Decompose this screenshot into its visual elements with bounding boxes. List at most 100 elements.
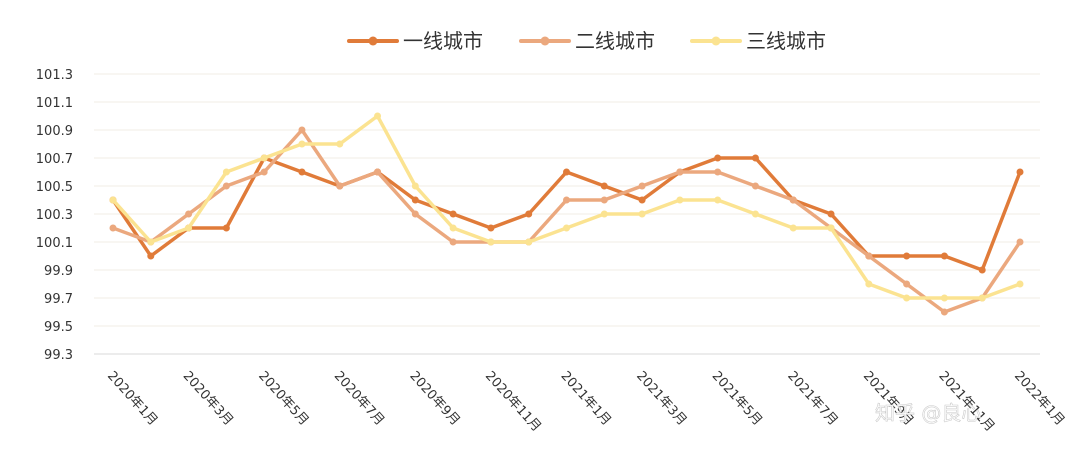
x-tick-label: 2020年3月: [180, 369, 236, 429]
data-point: [298, 140, 306, 148]
data-point: [1016, 168, 1024, 176]
x-tick-label: 2020年5月: [255, 369, 311, 429]
data-point: [1016, 238, 1024, 246]
data-point: [222, 224, 230, 232]
legend-label: 一线城市: [403, 29, 483, 53]
y-tick-label: 99.9: [44, 264, 73, 279]
data-point: [525, 238, 533, 246]
data-point: [298, 126, 306, 134]
series-line: [111, 114, 1022, 300]
x-tick-label: 2020年1月: [104, 369, 160, 429]
data-point: [374, 168, 382, 176]
data-point: [940, 252, 948, 260]
data-point: [109, 224, 117, 232]
series-lines: [109, 112, 1024, 316]
y-tick-label: 100.3: [36, 208, 73, 223]
data-point: [487, 238, 495, 246]
data-point: [903, 252, 911, 260]
data-point: [751, 182, 759, 190]
data-point: [940, 294, 948, 302]
data-point: [147, 252, 155, 260]
data-point: [336, 182, 344, 190]
data-point: [600, 196, 608, 204]
x-tick-label: 2021年1月: [558, 369, 614, 429]
data-point: [865, 252, 873, 260]
data-point: [563, 168, 570, 176]
x-tick-label: 2022年1月: [1011, 369, 1067, 429]
legend-label: 三线城市: [746, 29, 826, 53]
data-point: [789, 196, 797, 204]
data-point: [147, 238, 155, 246]
data-point: [600, 182, 608, 190]
x-tick-label: 2021年7月: [784, 369, 840, 429]
y-tick-label: 100.9: [36, 124, 73, 139]
data-point: [978, 294, 986, 302]
x-tick-label: 2020年9月: [406, 369, 462, 429]
y-tick-label: 100.5: [36, 180, 73, 195]
data-point: [563, 196, 570, 204]
data-point: [903, 294, 911, 302]
data-point: [185, 210, 193, 218]
data-point: [638, 196, 646, 204]
data-point: [1016, 280, 1024, 288]
data-point: [222, 168, 230, 176]
data-point: [714, 168, 722, 176]
data-point: [638, 182, 646, 190]
data-point: [714, 196, 722, 204]
data-point: [751, 154, 759, 162]
legend-label: 二线城市: [575, 29, 655, 53]
data-point: [298, 168, 306, 176]
legend: 一线城市 二线城市 三线城市: [347, 29, 826, 53]
y-tick-label: 100.7: [36, 152, 73, 167]
series-3: [109, 112, 1024, 302]
data-point: [714, 154, 722, 162]
legend-item: 二线城市: [519, 29, 655, 53]
data-point: [827, 210, 835, 218]
data-point: [411, 196, 419, 204]
watermark-text: 知乎 @良心: [875, 401, 981, 425]
x-tick-label: 2020年11月: [482, 369, 544, 435]
data-point: [449, 224, 457, 232]
data-point: [374, 112, 382, 120]
y-tick-label: 99.7: [44, 292, 73, 307]
data-point: [940, 308, 948, 316]
y-tick-label: 101.3: [36, 68, 73, 83]
data-point: [600, 210, 608, 218]
data-point: [449, 210, 457, 218]
data-point: [789, 224, 797, 232]
data-point: [676, 168, 684, 176]
data-point: [487, 224, 495, 232]
y-tick-label: 99.5: [44, 320, 73, 335]
series-2: [109, 126, 1024, 316]
x-tick-label: 2020年7月: [331, 369, 387, 429]
data-point: [185, 224, 193, 232]
y-tick-label: 101.1: [36, 96, 73, 111]
legend-item: 一线城市: [347, 29, 483, 53]
data-point: [903, 280, 911, 288]
data-point: [260, 168, 268, 176]
data-point: [411, 210, 419, 218]
data-point: [411, 182, 419, 190]
data-point: [525, 210, 533, 218]
data-point: [676, 196, 684, 204]
data-point: [260, 154, 268, 162]
x-tick-label: 2021年5月: [709, 369, 765, 429]
data-point: [449, 238, 457, 246]
data-point: [751, 210, 759, 218]
legend-marker: [711, 36, 721, 46]
data-point: [978, 266, 986, 274]
series-line: [111, 128, 1022, 314]
data-point: [222, 182, 230, 190]
data-point: [109, 196, 117, 204]
grid-lines: [94, 73, 1040, 355]
data-point: [336, 140, 344, 148]
y-tick-label: 99.3: [44, 348, 73, 363]
y-tick-label: 100.1: [36, 236, 73, 251]
data-point: [563, 224, 570, 232]
data-point: [865, 280, 873, 288]
legend-marker: [368, 36, 378, 46]
data-point: [638, 210, 646, 218]
data-point: [827, 224, 835, 232]
y-axis: 99.3 99.5 99.7 99.9 100.1 100.3 100.5 100.7 100.…: [36, 68, 73, 363]
